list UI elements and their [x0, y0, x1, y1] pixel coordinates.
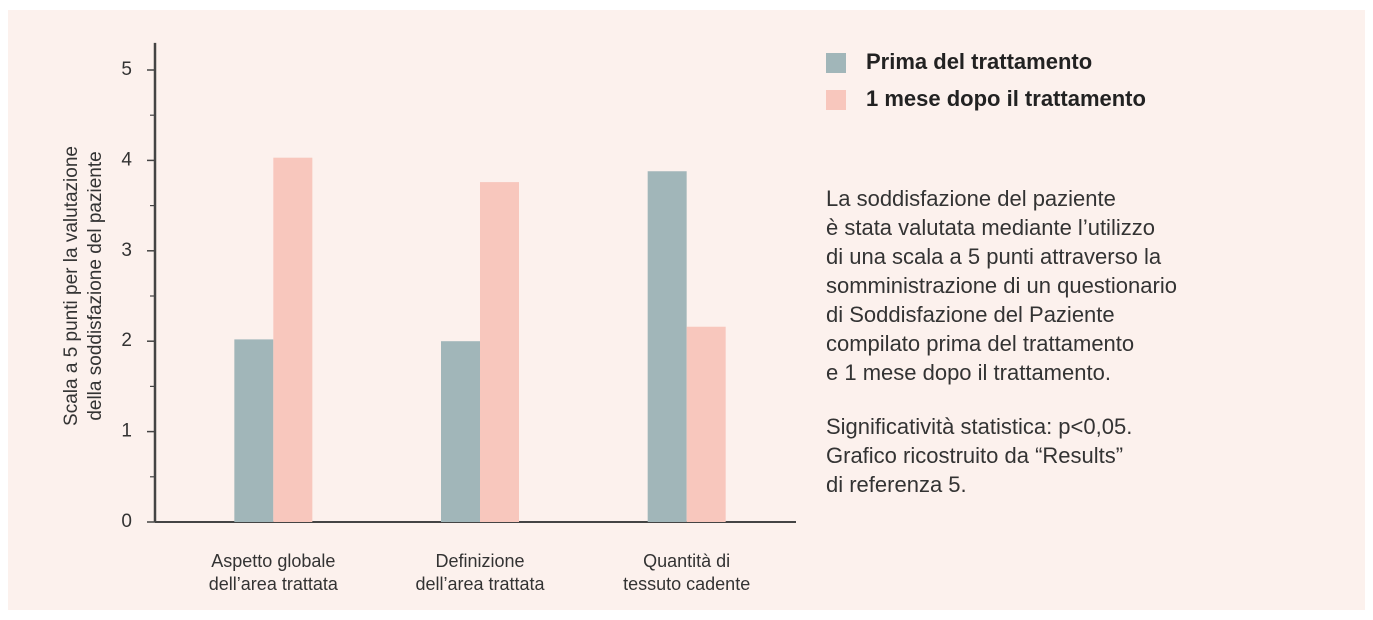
legend-label: Prima del trattamento: [866, 49, 1092, 74]
legend-swatch: [826, 53, 846, 73]
y-axis-label-line: Scala a 5 punti per la valutazione: [61, 146, 82, 426]
y-tick-label: 2: [121, 330, 132, 351]
bar: [480, 182, 519, 522]
bar: [273, 157, 313, 523]
x-tick-label-line: Aspetto globale: [211, 551, 335, 571]
description-line: La soddisfazione del paziente: [826, 186, 1116, 211]
legend-label: 1 mese dopo il trattamento: [866, 86, 1146, 111]
description-line: di una scala a 5 punti attraverso la: [826, 244, 1162, 269]
x-tick-label-line: Quantità di: [643, 551, 730, 571]
legend-swatch: [826, 90, 846, 110]
description-line: di Soddisfazione del Paziente: [826, 302, 1115, 327]
x-tick-label-line: dell’area trattata: [209, 574, 339, 594]
x-tick-label: Definizione dell’area trattata: [415, 551, 545, 594]
x-tick-label-line: dell’area trattata: [415, 574, 545, 594]
x-tick-label: Aspetto globale dell’area trattata: [209, 551, 339, 594]
note-line: Significatività statistica: p<0,05.: [826, 414, 1132, 439]
y-tick-label: 0: [121, 511, 132, 532]
y-tick-label: 3: [121, 240, 132, 261]
description-line: e 1 mese dopo il trattamento.: [826, 360, 1111, 385]
note-line: Grafico ricostruito da “Results”: [826, 443, 1123, 468]
description-line: compilato prima del trattamento: [826, 331, 1134, 356]
x-tick-label-line: tessuto cadente: [623, 574, 750, 594]
bar: [686, 326, 726, 522]
description-line: somministrazione di un questionario: [826, 273, 1177, 298]
description-line: è stata valutata mediante l’utilizzo: [826, 215, 1155, 240]
y-tick-label: 1: [121, 421, 132, 442]
bar: [647, 171, 687, 523]
x-tick-label-line: Definizione: [435, 551, 524, 571]
y-axis-label-line: della soddisfazione del paziente: [85, 151, 106, 420]
bar: [441, 341, 480, 522]
bar: [234, 339, 274, 522]
x-tick-label: Quantità di tessuto cadente: [623, 551, 750, 594]
y-tick-label: 5: [121, 59, 132, 80]
y-axis-label: Scala a 5 punti per la valutazione della …: [61, 146, 106, 426]
note-line: di referenza 5.: [826, 472, 967, 497]
y-tick-label: 4: [121, 149, 132, 170]
